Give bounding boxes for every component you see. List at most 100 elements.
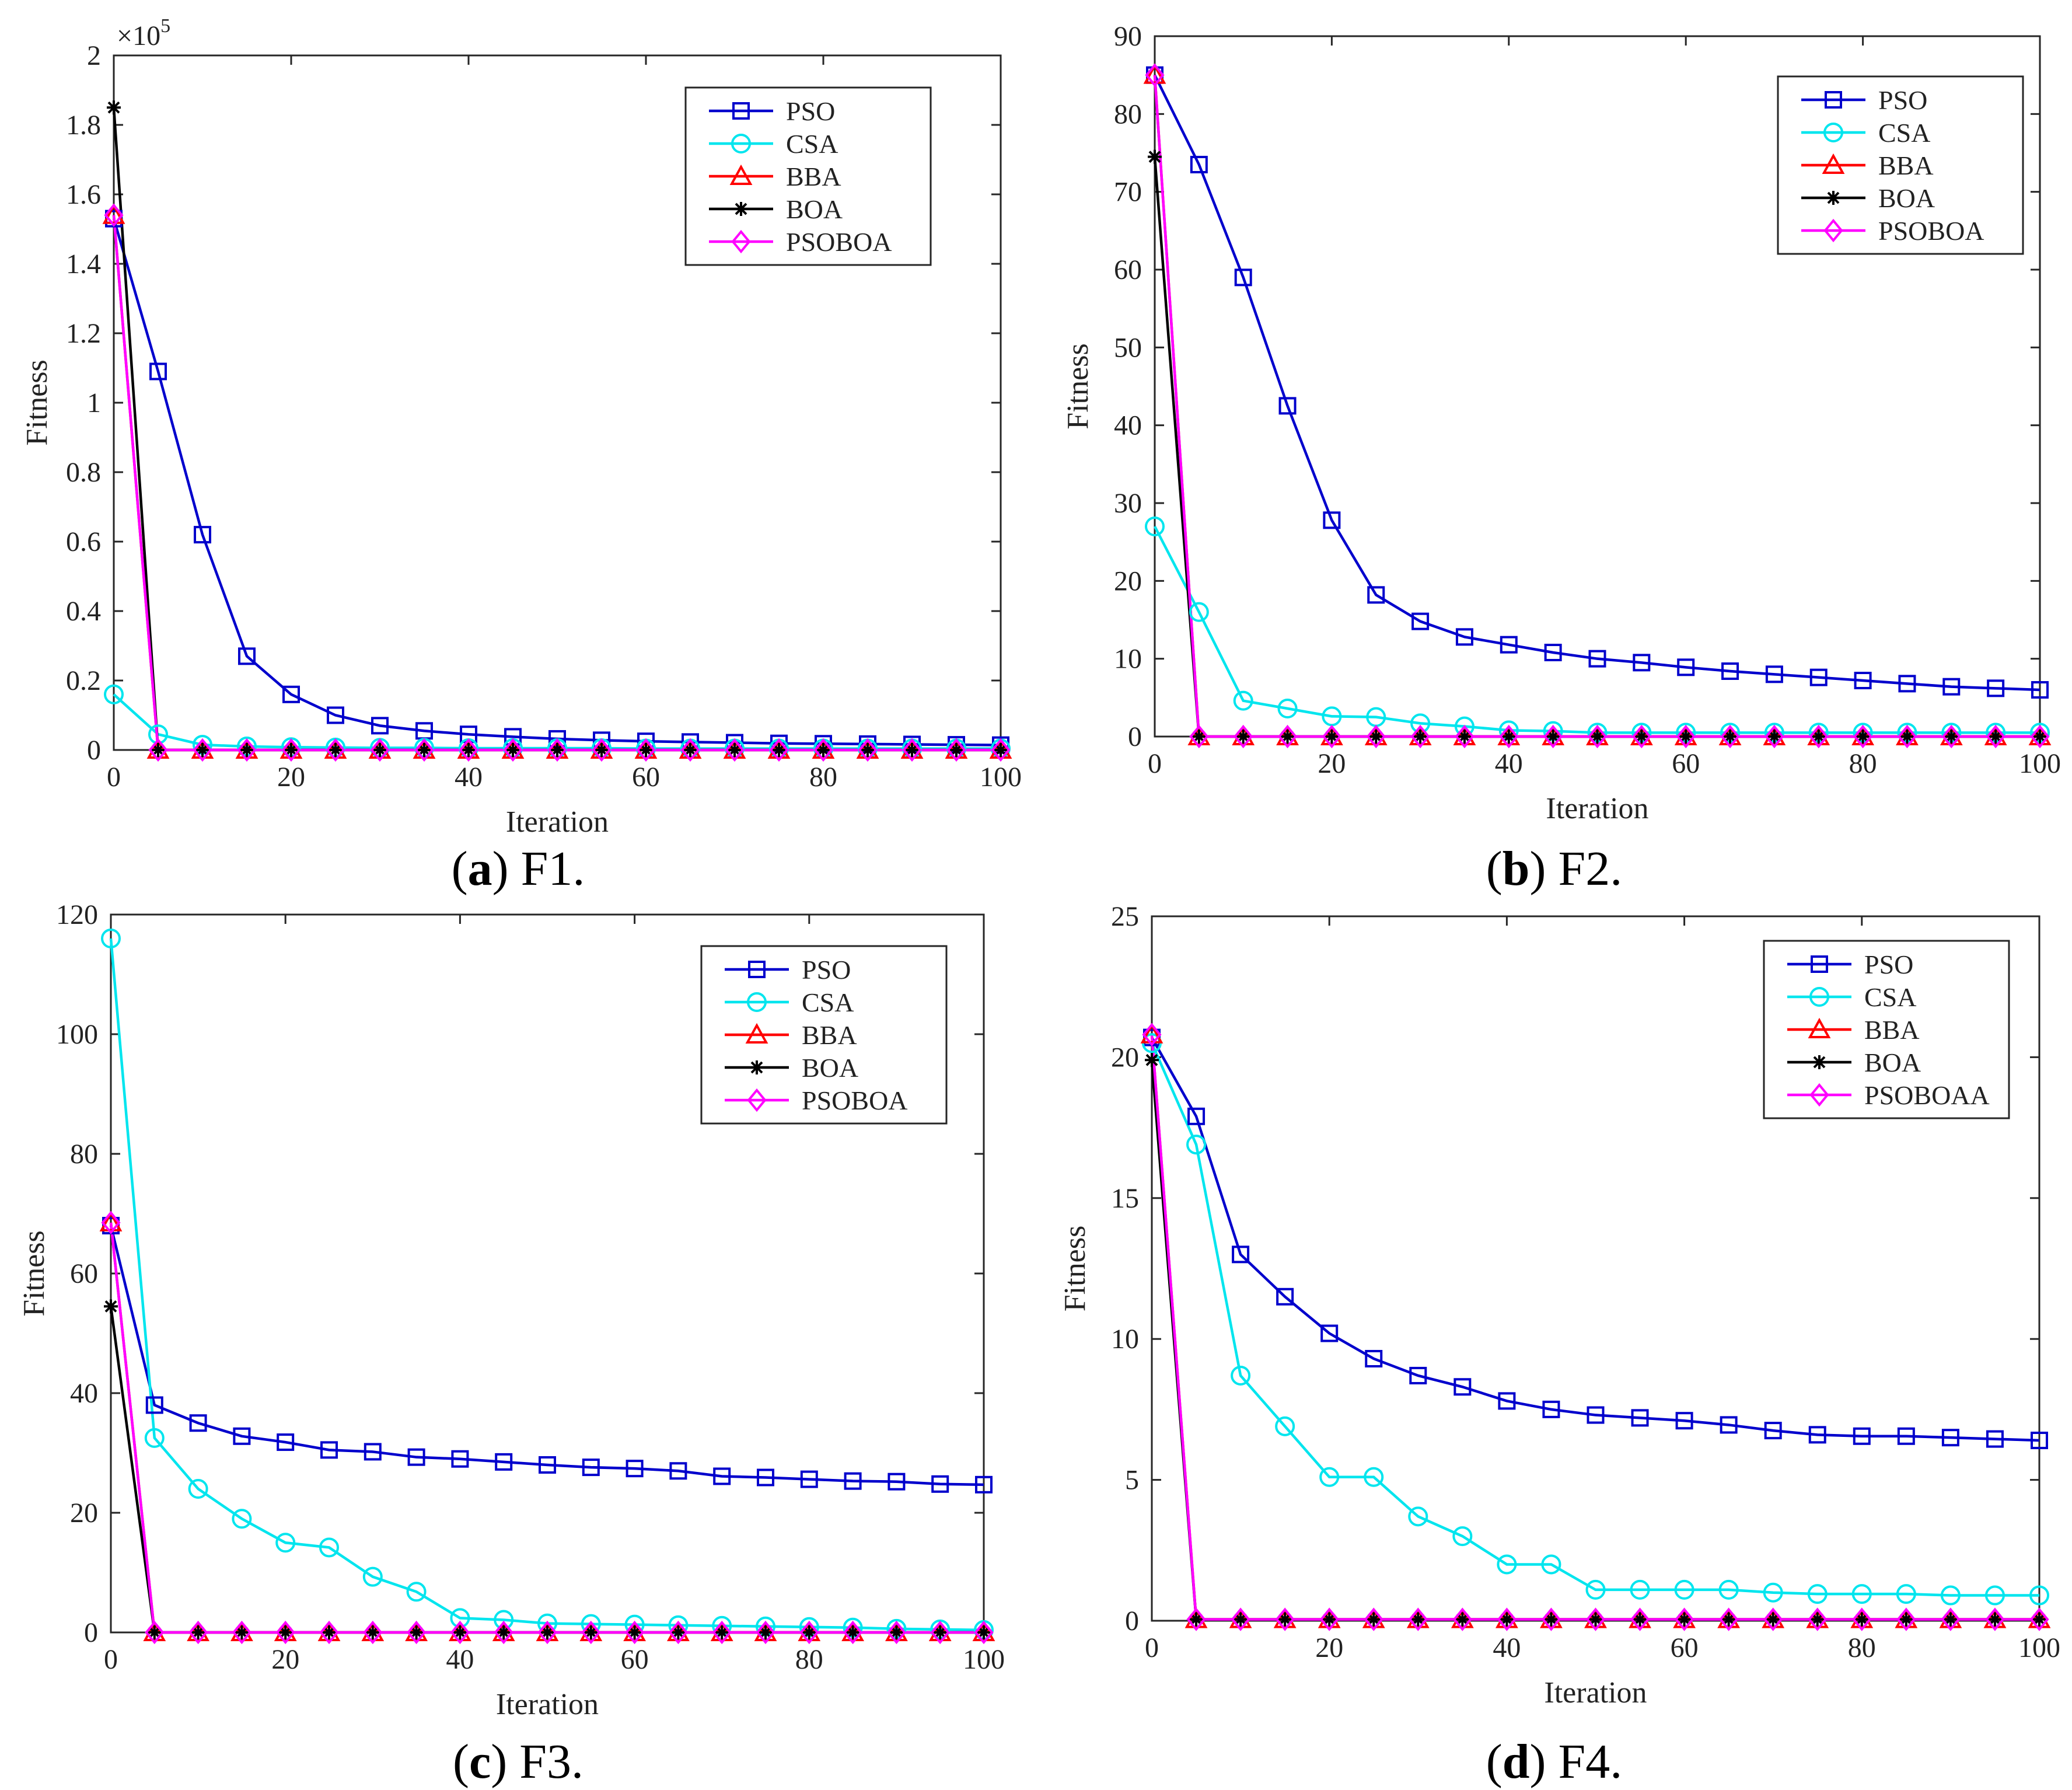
data-point-psoboa: [363, 1620, 383, 1644]
data-point-pso: [1455, 628, 1473, 646]
data-point-boa: [1501, 730, 1516, 744]
data-point-boa: [147, 1625, 162, 1639]
data-point-pso: [1187, 1107, 1206, 1125]
legend-marker-psoboa: [747, 1088, 767, 1112]
data-point-boa: [933, 1625, 948, 1639]
data-point-boa: [1369, 730, 1383, 744]
data-point-psoboa: [148, 738, 168, 762]
y-tick-label: 80: [70, 1139, 98, 1170]
x-tick-label: 0: [104, 1644, 118, 1675]
data-point-pso: [451, 1450, 469, 1468]
legend-marker-bba: [1808, 1017, 1831, 1038]
data-point-csa: [1145, 517, 1165, 536]
data-point-boa: [195, 743, 209, 757]
x-tick-label: 20: [271, 1644, 299, 1675]
data-point-pso: [1544, 644, 1562, 661]
caption-letter: d: [1502, 1735, 1530, 1789]
data-point-boa: [409, 1625, 424, 1639]
data-point-psoboaa: [1808, 1607, 1828, 1631]
data-point-csa: [1231, 1365, 1251, 1386]
data-point-psoboa: [2030, 724, 2050, 748]
data-point-boa: [1546, 730, 1560, 744]
caption-text: ) F3.: [491, 1735, 583, 1789]
data-point-psoboa: [1455, 724, 1474, 748]
data-point-boa: [1588, 1612, 1603, 1627]
data-point-csa: [1319, 1467, 1340, 1487]
legend-label-pso: PSO: [1878, 85, 1927, 115]
data-point-boa: [506, 743, 520, 757]
data-point-pso: [145, 1396, 163, 1414]
data-point-psoboa: [1853, 724, 1873, 748]
data-point-psoboa: [680, 738, 700, 762]
data-point-psoboa: [769, 738, 789, 762]
legend-label-boa: BOA: [1864, 1048, 1921, 1077]
chart-panel-a: 0 20 40 60 80 100 0 0.2 0.4 0.6 0.8 1 1.2 1.4 1.6 1.8 2 ×…: [0, 0, 1036, 896]
legend-label-csa: CSA: [1864, 982, 1916, 1012]
legend-marker-csa: [1809, 987, 1829, 1007]
data-point-boa: [1723, 730, 1738, 744]
data-point-boa: [759, 1625, 773, 1639]
data-point-boa: [1411, 1612, 1425, 1627]
data-point-pso: [1764, 1422, 1782, 1440]
data-point-psoboa: [1941, 724, 1961, 748]
x-tick-label: 60: [632, 762, 660, 793]
data-point-pso: [233, 1427, 251, 1445]
data-point-psoboa: [581, 1620, 601, 1644]
data-point-boa: [1899, 1612, 1913, 1627]
legend-label-bba: BBA: [1864, 1015, 1920, 1045]
caption-letter: c: [469, 1735, 491, 1789]
legend-marker-bba: [1822, 153, 1845, 174]
data-point-boa: [497, 1625, 511, 1639]
x-tick-label: 0: [107, 762, 121, 793]
data-point-psoboaa: [1231, 1607, 1250, 1631]
x-axis-label: Iteration: [506, 805, 609, 839]
data-point-boa: [2032, 1612, 2046, 1627]
data-point-boa: [1500, 1612, 1514, 1627]
x-tick-label: 80: [809, 762, 837, 793]
data-point-csa: [2029, 1585, 2049, 1606]
data-point-csa: [1189, 602, 1209, 622]
y-tick-label: 60: [1114, 254, 1142, 285]
x-tick-label: 40: [1493, 1632, 1521, 1663]
data-point-boa: [417, 743, 431, 757]
data-point-pso: [371, 717, 389, 735]
data-point-boa: [1322, 1612, 1337, 1627]
data-point-psoboa: [886, 1620, 906, 1644]
y-tick-label: 30: [1114, 488, 1142, 519]
data-point-boa: [1943, 1612, 1958, 1627]
data-point-psoboaa: [1719, 1607, 1739, 1631]
y-tick-label: 25: [1111, 901, 1139, 932]
legend-marker-boa: [750, 1060, 764, 1074]
data-point-psoboa: [414, 738, 434, 762]
data-point-psoboa: [1366, 724, 1386, 748]
data-point-pso: [1278, 397, 1297, 415]
legend-label-boa: BOA: [802, 1053, 858, 1083]
data-point-psoboaa: [1497, 1607, 1517, 1631]
data-point-pso: [1587, 1406, 1605, 1424]
data-point-pso: [1897, 1427, 1915, 1445]
data-point-pso: [800, 1470, 818, 1488]
data-point-psoboa: [991, 738, 1011, 762]
y-tick-label: 70: [1114, 177, 1142, 208]
data-point-boa: [1457, 730, 1472, 744]
data-point-psoboaa: [2029, 1607, 2049, 1631]
data-point-boa: [1677, 1612, 1692, 1627]
data-point-csa: [1630, 1579, 1650, 1600]
plot-area: [1140, 1023, 2051, 1631]
data-point-boa: [1811, 730, 1826, 744]
data-point-psoboa: [1322, 724, 1341, 748]
plot-area: [1143, 63, 2052, 748]
data-point-boa: [889, 1625, 904, 1639]
legend-label-boa: BOA: [786, 194, 843, 224]
x-tick-label: 100: [980, 762, 1022, 793]
data-point-pso: [1411, 612, 1430, 630]
axis-exponent-power: 5: [160, 15, 170, 37]
data-point-psoboa: [1764, 724, 1784, 748]
data-point-pso: [1675, 1412, 1693, 1430]
data-point-csa: [144, 1428, 165, 1448]
data-point-psoboa: [1145, 63, 1165, 87]
data-point-boa: [1679, 730, 1693, 744]
data-point-psoboa: [494, 1620, 513, 1644]
data-point-psoboa: [503, 738, 523, 762]
data-point-psoboa: [799, 1620, 819, 1644]
